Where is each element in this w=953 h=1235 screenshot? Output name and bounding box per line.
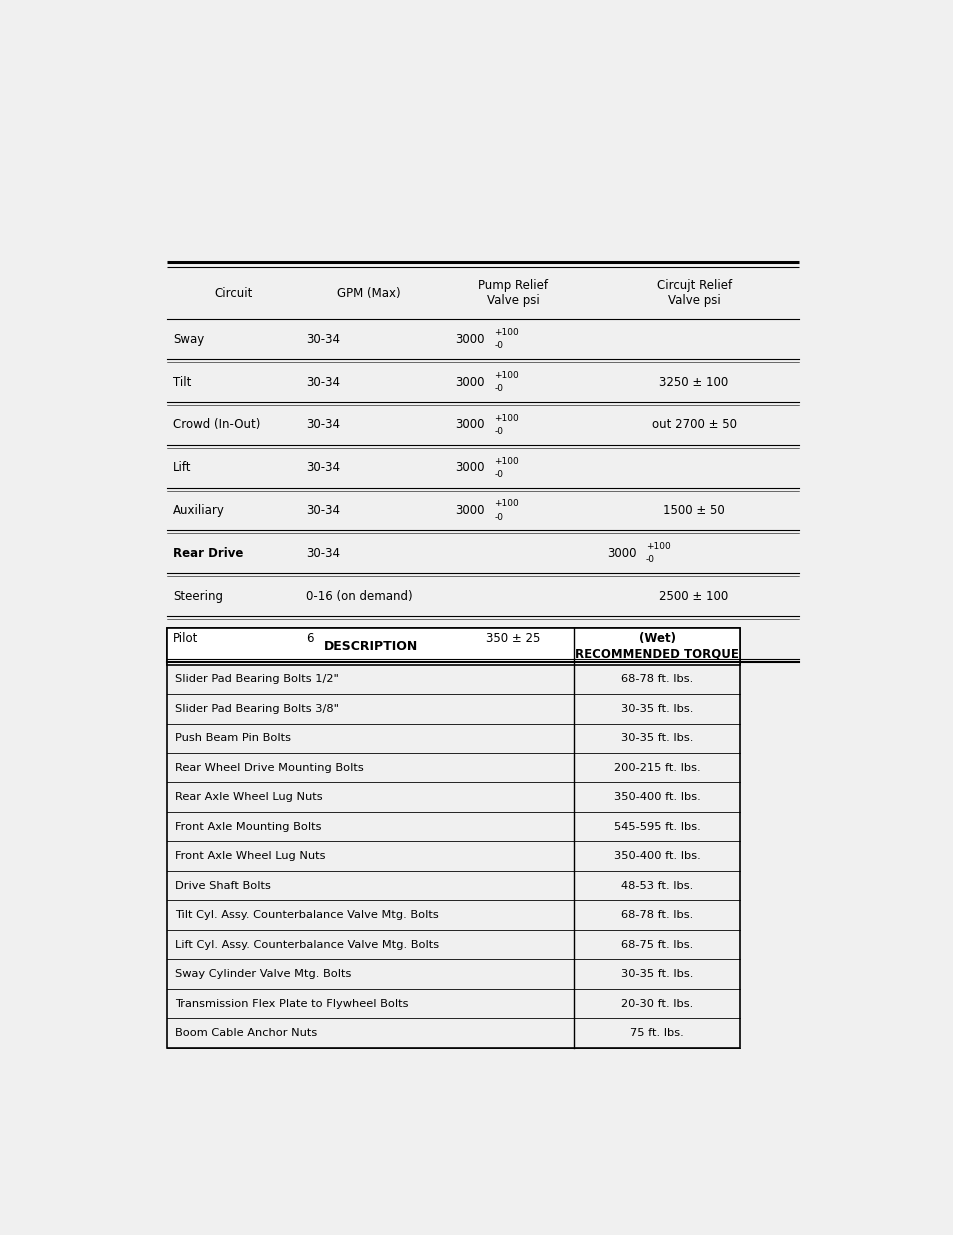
Text: 30-34: 30-34 bbox=[306, 333, 340, 346]
Text: 30-34: 30-34 bbox=[306, 461, 340, 474]
Text: -0: -0 bbox=[494, 384, 502, 393]
Text: Transmission Flex Plate to Flywheel Bolts: Transmission Flex Plate to Flywheel Bolt… bbox=[174, 999, 408, 1009]
Text: -0: -0 bbox=[494, 427, 502, 436]
Bar bbox=[167, 629, 740, 664]
Text: 68-78 ft. lbs.: 68-78 ft. lbs. bbox=[620, 674, 693, 684]
Text: Lift: Lift bbox=[173, 461, 192, 474]
Text: 0-16 (on demand): 0-16 (on demand) bbox=[306, 589, 413, 603]
Text: -0: -0 bbox=[494, 513, 502, 521]
Text: Rear Axle Wheel Lug Nuts: Rear Axle Wheel Lug Nuts bbox=[174, 792, 322, 803]
Text: 2500 ± 100: 2500 ± 100 bbox=[659, 589, 728, 603]
Text: Slider Pad Bearing Bolts 1/2": Slider Pad Bearing Bolts 1/2" bbox=[174, 674, 338, 684]
Text: Pilot: Pilot bbox=[173, 632, 198, 646]
Text: Steering: Steering bbox=[173, 589, 223, 603]
Text: 30-35 ft. lbs.: 30-35 ft. lbs. bbox=[620, 969, 693, 979]
Text: +100: +100 bbox=[494, 499, 518, 509]
Text: DESCRIPTION: DESCRIPTION bbox=[323, 640, 417, 653]
Text: Push Beam Pin Bolts: Push Beam Pin Bolts bbox=[174, 734, 291, 743]
Text: out 2700 ± 50: out 2700 ± 50 bbox=[651, 419, 736, 431]
Text: -0: -0 bbox=[494, 342, 502, 351]
Text: 3000: 3000 bbox=[456, 504, 485, 517]
Text: 30-34: 30-34 bbox=[306, 375, 340, 389]
Text: 545-595 ft. lbs.: 545-595 ft. lbs. bbox=[613, 821, 700, 831]
Text: Rear Drive: Rear Drive bbox=[173, 547, 243, 559]
Text: 350-400 ft. lbs.: 350-400 ft. lbs. bbox=[613, 851, 700, 861]
Text: Drive Shaft Bolts: Drive Shaft Bolts bbox=[174, 881, 271, 890]
Text: 20-30 ft. lbs.: 20-30 ft. lbs. bbox=[620, 999, 693, 1009]
Text: 30-34: 30-34 bbox=[306, 547, 340, 559]
Text: Circuit: Circuit bbox=[214, 287, 253, 300]
Text: 30-34: 30-34 bbox=[306, 419, 340, 431]
Text: Sway Cylinder Valve Mtg. Bolts: Sway Cylinder Valve Mtg. Bolts bbox=[174, 969, 351, 979]
Text: 3000: 3000 bbox=[456, 461, 485, 474]
Text: Sway: Sway bbox=[173, 333, 204, 346]
Text: -0: -0 bbox=[645, 556, 654, 564]
Text: Rear Wheel Drive Mounting Bolts: Rear Wheel Drive Mounting Bolts bbox=[174, 763, 363, 773]
Text: 30-35 ft. lbs.: 30-35 ft. lbs. bbox=[620, 704, 693, 714]
Text: 68-78 ft. lbs.: 68-78 ft. lbs. bbox=[620, 910, 693, 920]
Text: 30-34: 30-34 bbox=[306, 504, 340, 517]
Text: (Wet)
RECOMMENDED TORQUE: (Wet) RECOMMENDED TORQUE bbox=[575, 632, 739, 661]
Text: 68-75 ft. lbs.: 68-75 ft. lbs. bbox=[620, 940, 693, 950]
Text: Tilt: Tilt bbox=[173, 375, 192, 389]
Text: 3000: 3000 bbox=[456, 333, 485, 346]
Text: Lift Cyl. Assy. Counterbalance Valve Mtg. Bolts: Lift Cyl. Assy. Counterbalance Valve Mtg… bbox=[174, 940, 438, 950]
Text: 350 ± 25: 350 ± 25 bbox=[485, 632, 539, 646]
Text: +100: +100 bbox=[494, 414, 518, 422]
Text: 75 ft. lbs.: 75 ft. lbs. bbox=[630, 1028, 683, 1039]
Text: Front Axle Wheel Lug Nuts: Front Axle Wheel Lug Nuts bbox=[174, 851, 325, 861]
Text: +100: +100 bbox=[494, 370, 518, 380]
Text: 200-215 ft. lbs.: 200-215 ft. lbs. bbox=[613, 763, 700, 773]
Text: -0: -0 bbox=[494, 469, 502, 479]
Text: Boom Cable Anchor Nuts: Boom Cable Anchor Nuts bbox=[174, 1028, 316, 1039]
Text: GPM (Max): GPM (Max) bbox=[336, 287, 400, 300]
Text: 3250 ± 100: 3250 ± 100 bbox=[659, 375, 728, 389]
Text: Circujt Relief
Valve psi: Circujt Relief Valve psi bbox=[656, 279, 731, 308]
Text: Slider Pad Bearing Bolts 3/8": Slider Pad Bearing Bolts 3/8" bbox=[174, 704, 338, 714]
Text: 1500 ± 50: 1500 ± 50 bbox=[662, 504, 724, 517]
Text: Tilt Cyl. Assy. Counterbalance Valve Mtg. Bolts: Tilt Cyl. Assy. Counterbalance Valve Mtg… bbox=[174, 910, 438, 920]
Text: +100: +100 bbox=[494, 457, 518, 466]
Text: 350-400 ft. lbs.: 350-400 ft. lbs. bbox=[613, 792, 700, 803]
Text: +100: +100 bbox=[645, 542, 670, 551]
Text: Front Axle Mounting Bolts: Front Axle Mounting Bolts bbox=[174, 821, 321, 831]
Text: 3000: 3000 bbox=[456, 375, 485, 389]
Text: 3000: 3000 bbox=[456, 419, 485, 431]
Text: 30-35 ft. lbs.: 30-35 ft. lbs. bbox=[620, 734, 693, 743]
Text: 3000: 3000 bbox=[606, 547, 636, 559]
Text: +100: +100 bbox=[494, 329, 518, 337]
Bar bbox=[167, 629, 740, 1047]
Text: Pump Relief
Valve psi: Pump Relief Valve psi bbox=[477, 279, 547, 308]
Text: 6: 6 bbox=[306, 632, 314, 646]
Text: 48-53 ft. lbs.: 48-53 ft. lbs. bbox=[620, 881, 693, 890]
Text: Crowd (In-Out): Crowd (In-Out) bbox=[173, 419, 260, 431]
Text: Auxiliary: Auxiliary bbox=[173, 504, 225, 517]
